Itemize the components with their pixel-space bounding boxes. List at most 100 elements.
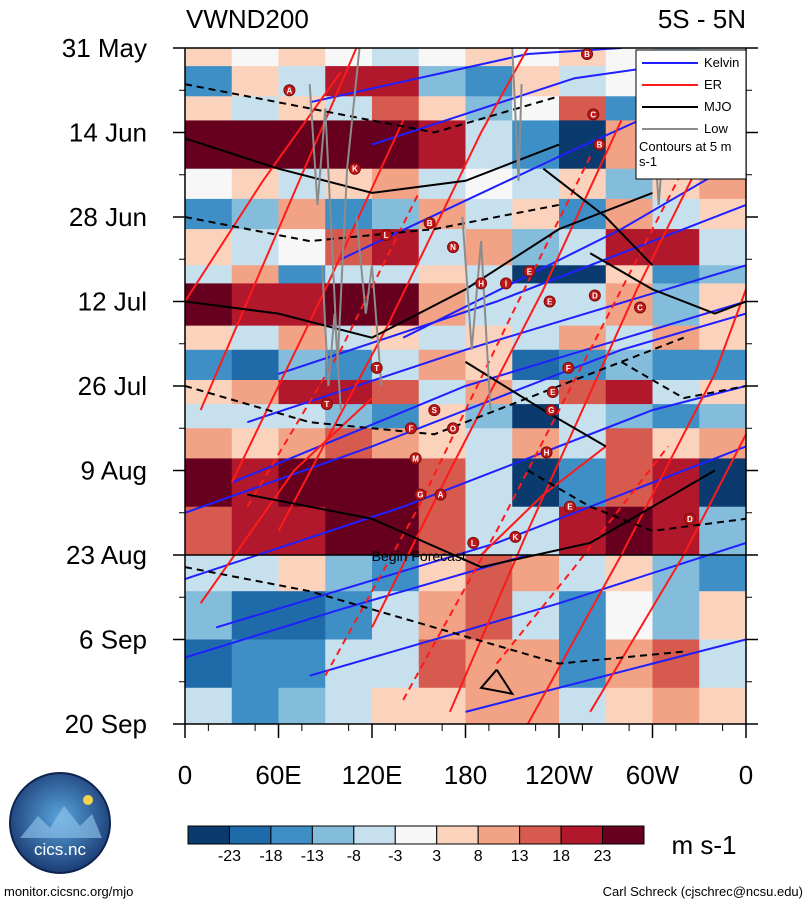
storm-marker: K xyxy=(509,530,522,543)
storm-marker: F xyxy=(404,422,417,435)
storm-marker-label: D xyxy=(687,515,693,524)
heat-cell xyxy=(185,555,233,592)
storm-marker-label: T xyxy=(324,400,329,409)
heat-cell xyxy=(465,639,513,689)
contour-er xyxy=(402,168,685,701)
contour-mjo xyxy=(589,252,746,315)
heat-cell xyxy=(231,687,280,724)
storm-marker: S xyxy=(428,404,441,417)
heat-cell xyxy=(605,325,654,351)
heat-cell xyxy=(605,687,654,724)
heat-cell xyxy=(512,198,560,230)
colorbar-tick-label: 8 xyxy=(474,848,483,865)
storm-marker: D xyxy=(588,289,601,302)
contour-mjo xyxy=(185,191,653,339)
contour-er xyxy=(246,192,420,508)
heat-cell xyxy=(699,229,746,266)
heat-cell xyxy=(372,48,420,67)
storm-marker-dot xyxy=(370,361,383,374)
storm-marker-label: C xyxy=(637,304,643,313)
storm-marker-dot xyxy=(543,295,556,308)
storm-marker-dot xyxy=(320,398,333,411)
heat-cell xyxy=(372,283,420,327)
storm-marker-label: O xyxy=(450,424,456,433)
colorbar-swatch xyxy=(477,825,521,845)
storm-marker: E xyxy=(546,386,559,399)
heat-cell xyxy=(231,168,280,200)
storm-marker-dot xyxy=(447,241,460,254)
storm-marker: T xyxy=(370,361,383,374)
storm-marker: H xyxy=(540,446,553,459)
storm-marker-label: G xyxy=(548,406,554,415)
heat-cell xyxy=(418,48,467,67)
legend-label-mjo: MJO xyxy=(704,99,731,114)
heat-cell xyxy=(372,379,420,405)
contour-er xyxy=(199,397,373,604)
contour-mjo xyxy=(527,469,746,532)
heat-cell xyxy=(372,96,420,122)
storm-marker-dot xyxy=(414,488,427,501)
contour-mjo xyxy=(620,361,746,400)
storm-marker-dot xyxy=(283,84,296,97)
heat-cell xyxy=(278,687,326,724)
heat-cell xyxy=(185,687,233,724)
contour-low xyxy=(355,216,383,387)
heat-cell xyxy=(652,265,700,284)
heat-cell xyxy=(418,96,467,122)
contour-mjo xyxy=(185,566,684,665)
heat-cell xyxy=(418,265,467,284)
heat-cell xyxy=(699,458,746,508)
storm-marker-label: L xyxy=(384,231,389,240)
heat-cell xyxy=(325,458,373,508)
heat-cell xyxy=(699,591,746,641)
heat-cell xyxy=(652,687,700,724)
storm-marker-label: L xyxy=(471,539,476,548)
heat-cell xyxy=(465,198,513,230)
x-tick-label: 60W xyxy=(626,760,680,790)
y-tick-label: 14 Jun xyxy=(69,118,147,148)
storm-marker-label: H xyxy=(544,448,550,457)
storm-marker: M xyxy=(409,452,422,465)
chart-title-right: 5S - 5N xyxy=(658,4,746,34)
storm-marker: I xyxy=(500,277,513,290)
storm-marker-label: E xyxy=(527,267,533,276)
logo-text: cics.nc xyxy=(34,840,86,859)
heat-cell xyxy=(559,379,607,405)
contour-mjo xyxy=(185,137,560,194)
heat-cell xyxy=(652,198,700,230)
legend-note: Contours at 5 m s-1 xyxy=(639,139,732,169)
heat-cell xyxy=(185,458,233,508)
heat-cell xyxy=(231,96,280,122)
colorbar-tick-label: -3 xyxy=(388,848,402,865)
storm-marker-dot xyxy=(634,301,647,314)
contour-kelvin xyxy=(185,312,746,514)
storm-marker-dot xyxy=(447,422,460,435)
colorbar-tick-label: 3 xyxy=(432,848,441,865)
storm-marker-dot xyxy=(467,536,480,549)
heat-cell xyxy=(652,349,700,381)
heat-cell xyxy=(231,198,280,230)
contour-mjo xyxy=(185,83,560,134)
credit-left: monitor.cicsnc.org/mjo xyxy=(4,884,133,899)
heat-cell xyxy=(512,555,560,592)
heat-cell xyxy=(325,168,373,200)
storm-layer: B A C B K B L N E H I D E C T F E T G S F O H M G A E D K L xyxy=(283,48,696,549)
heat-cell xyxy=(231,48,280,67)
legend-label-er: ER xyxy=(704,77,722,92)
heat-cell xyxy=(465,120,513,170)
contour-mjo xyxy=(247,469,716,569)
colorbar-swatch xyxy=(187,825,230,845)
heat-cell xyxy=(185,48,233,67)
colorbar-swatch xyxy=(311,825,355,845)
storm-marker-dot xyxy=(475,277,488,290)
storm-marker: K xyxy=(348,162,361,175)
colorbar-tick-label: -13 xyxy=(301,848,324,865)
contour-kelvin xyxy=(465,638,746,713)
heat-cell xyxy=(699,506,746,556)
heat-cell xyxy=(185,265,233,284)
colorbar-swatch xyxy=(228,825,272,845)
heat-cell xyxy=(652,591,700,641)
storm-marker-label: B xyxy=(427,219,433,228)
contour-layer xyxy=(185,48,746,724)
heat-cell xyxy=(372,687,420,724)
